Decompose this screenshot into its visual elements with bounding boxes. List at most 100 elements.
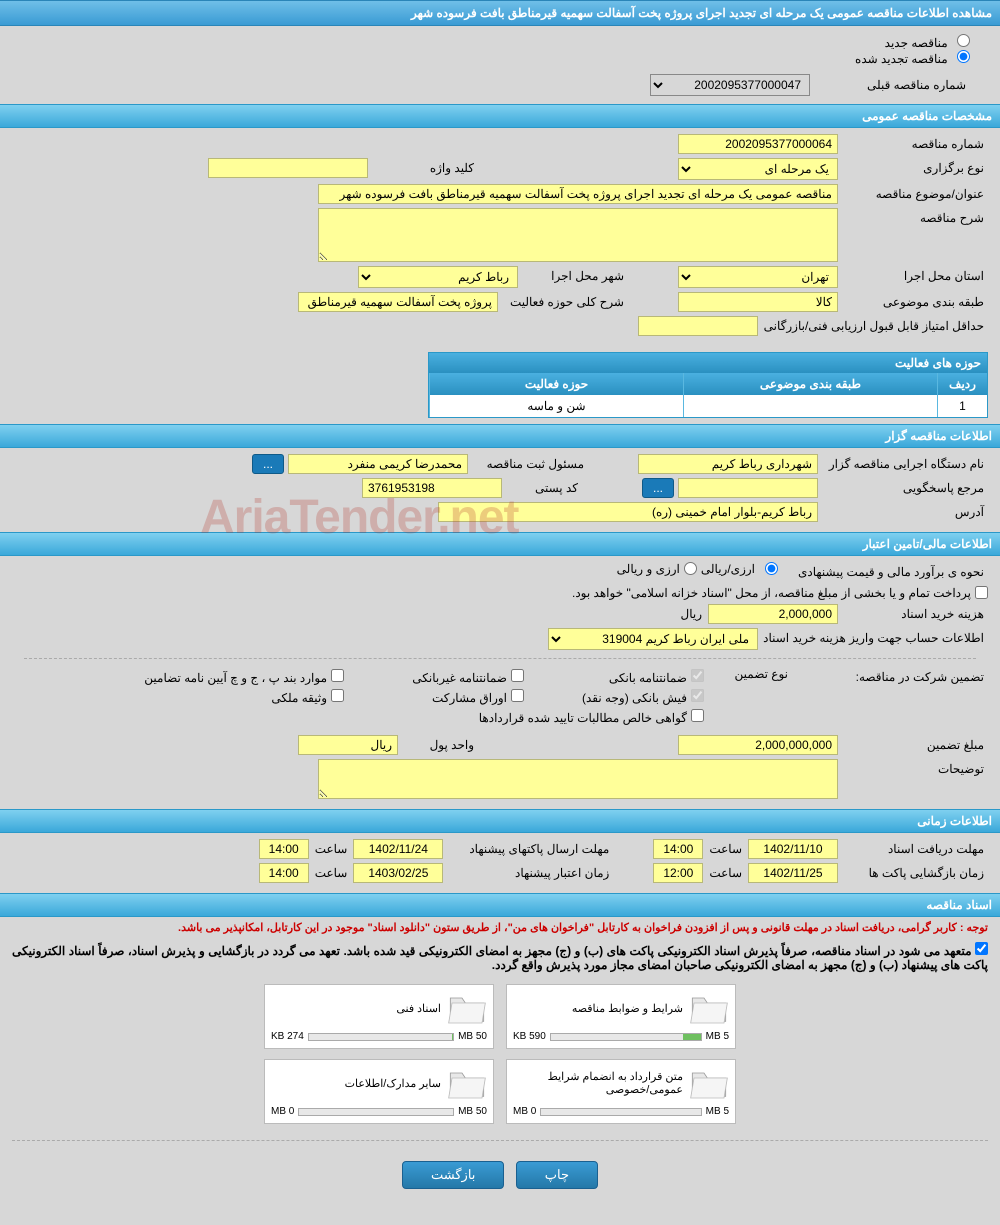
doc-title: متن قرارداد به انضمام شرایط عمومی/خصوصی [513, 1070, 683, 1096]
folder-icon [447, 991, 487, 1025]
reg-person-field[interactable] [288, 454, 468, 474]
category-field[interactable] [678, 292, 838, 312]
postal-field[interactable] [362, 478, 502, 498]
responder-label: مرجع پاسخگویی [818, 478, 988, 498]
progress-bar [308, 1033, 454, 1041]
min-score-label: حداقل امتیاز قابل قبول ارزیابی فنی/بازرگ… [758, 316, 988, 336]
chk-property[interactable] [331, 689, 344, 702]
doc-total: 50 MB [458, 1106, 487, 1117]
opening-label: زمان بازگشایی پاکت ها [838, 863, 988, 883]
chk-cert[interactable] [691, 709, 704, 722]
city-select[interactable]: رباط کریم [358, 266, 518, 288]
guarantee-amount-label: مبلغ تضمین [838, 735, 988, 755]
doc-cost-field[interactable] [708, 604, 838, 624]
cell-category [683, 395, 937, 417]
chk-cash-label: فیش بانکی (وجه نقد) [582, 691, 687, 705]
doc-total: 5 MB [706, 1106, 729, 1117]
chk-cert-label: گواهی خالص مطالبات تایید شده قراردادها [479, 711, 687, 725]
validity-label: زمان اعتبار پیشنهاد [443, 863, 613, 883]
estimate-label: نحوه ی برآورد مالی و قیمت پیشنهادی [778, 562, 988, 582]
responder-more-button[interactable]: ... [642, 478, 674, 498]
doc-title: اسناد فنی [271, 1002, 441, 1015]
chk-nonbank[interactable] [511, 669, 524, 682]
province-select[interactable]: تهران [678, 266, 838, 288]
col-row: ردیف [937, 373, 987, 395]
reg-person-more-button[interactable]: ... [252, 454, 284, 474]
desc-field[interactable] [318, 208, 838, 262]
chk-property-label: وثیقه ملکی [271, 691, 327, 705]
chk-cash[interactable] [691, 689, 704, 702]
address-field[interactable] [438, 502, 818, 522]
document-box[interactable]: سایر مدارک/اطلاعات 50 MB 0 MB [264, 1059, 494, 1124]
currency-unit-label: واحد پول [398, 735, 478, 755]
org-field[interactable] [638, 454, 818, 474]
radio-renewed-tender[interactable] [957, 50, 970, 63]
time-label-3: ساعت [703, 863, 748, 883]
guarantee-type-label: نوع تضمین [708, 667, 788, 681]
currency-unit-field[interactable] [298, 735, 398, 755]
keyword-field[interactable] [208, 158, 368, 178]
opening-date-field[interactable] [748, 863, 838, 883]
currency-radio-rial[interactable] [765, 562, 778, 575]
progress-bar [550, 1033, 702, 1041]
activity-table-title: حوزه های فعالیت [429, 353, 987, 373]
doc-total: 5 MB [706, 1031, 729, 1042]
tender-type-radios: مناقصه جدید مناقصه تجدید شده [0, 26, 1000, 70]
time-label-1: ساعت [703, 839, 748, 859]
commitment-checkbox[interactable] [975, 942, 988, 955]
progress-bar [298, 1108, 454, 1116]
chk-bonds[interactable] [511, 689, 524, 702]
province-label: استان محل اجرا [838, 266, 988, 286]
currency-radio-both[interactable] [684, 562, 697, 575]
receipt-date-field[interactable] [748, 839, 838, 859]
guarantee-amount-field[interactable] [678, 735, 838, 755]
doc-cost-label: هزینه خرید اسناد [838, 604, 988, 624]
document-box[interactable]: متن قرارداد به انضمام شرایط عمومی/خصوصی 5… [506, 1059, 736, 1124]
document-box[interactable]: شرایط و ضوابط مناقصه5 MB590 KB [506, 984, 736, 1049]
print-button[interactable]: چاپ [516, 1161, 598, 1189]
activity-scope-label: شرح کلی حوزه فعالیت [498, 292, 628, 312]
documents-grid: شرایط و ضوابط مناقصه5 MB590 KBاسناد فنی5… [0, 976, 1000, 1132]
responder-field[interactable] [678, 478, 818, 498]
submission-date-field[interactable] [353, 839, 443, 859]
submission-time-field[interactable] [259, 839, 309, 859]
radio-new-label: مناقصه جدید [885, 36, 948, 50]
prev-tender-select[interactable]: 2002095377000047 [650, 74, 810, 96]
section-general: مشخصات مناقصه عمومی [0, 104, 1000, 128]
tender-number-field[interactable] [678, 134, 838, 154]
doc-total: 50 MB [458, 1031, 487, 1042]
desc-label: شرح مناقصه [838, 208, 988, 228]
doc-used: 0 MB [271, 1106, 294, 1117]
chk-bank-label: ضمانتنامه بانکی [609, 671, 687, 685]
type-select[interactable]: یک مرحله ای [678, 158, 838, 180]
radio-new-tender[interactable] [957, 34, 970, 47]
back-button[interactable]: بازگشت [402, 1161, 504, 1189]
doc-title: سایر مدارک/اطلاعات [271, 1077, 441, 1090]
account-select[interactable]: ملی ایران رباط کریم 319004 [548, 628, 758, 650]
prev-tender-label: شماره مناقصه قبلی [820, 75, 970, 95]
chk-cases[interactable] [331, 669, 344, 682]
folder-icon [689, 991, 729, 1025]
document-box[interactable]: اسناد فنی50 MB274 KB [264, 984, 494, 1049]
chk-bank[interactable] [691, 669, 704, 682]
validity-time-field[interactable] [259, 863, 309, 883]
opening-time-field[interactable] [653, 863, 703, 883]
validity-date-field[interactable] [353, 863, 443, 883]
folder-icon [447, 1066, 487, 1100]
receipt-time-field[interactable] [653, 839, 703, 859]
org-label: نام دستگاه اجرایی مناقصه گزار [818, 454, 988, 474]
doc-used: 0 MB [513, 1106, 536, 1117]
section-timing: اطلاعات زمانی [0, 809, 1000, 833]
activity-scope-field[interactable] [298, 292, 498, 312]
section-financial: اطلاعات مالی/تامین اعتبار [0, 532, 1000, 556]
time-label-2: ساعت [309, 839, 354, 859]
subject-field[interactable] [318, 184, 838, 204]
submission-deadline-label: مهلت ارسال پاکتهای پیشنهاد [443, 839, 613, 859]
treasury-checkbox[interactable] [975, 586, 988, 599]
doc-used: 590 KB [513, 1031, 546, 1042]
chk-bonds-label: اوراق مشارکت [432, 691, 507, 705]
min-score-field[interactable] [638, 316, 758, 336]
progress-bar [540, 1108, 701, 1116]
cell-activity: شن و ماسه [429, 395, 683, 417]
notes-field[interactable] [318, 759, 838, 799]
